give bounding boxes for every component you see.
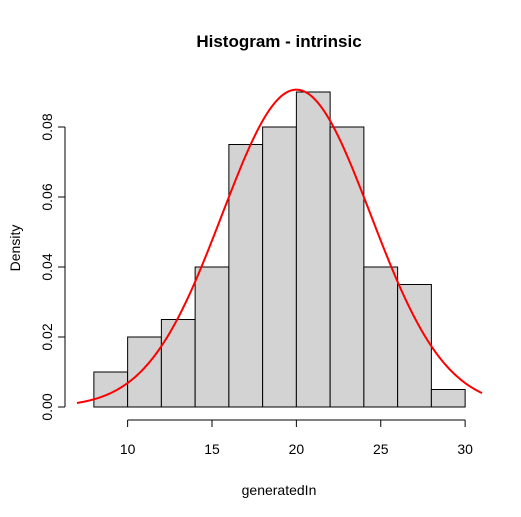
histogram-bar [228,144,264,408]
histogram-bar [262,126,297,408]
histogram-bar [397,284,432,408]
y-tick-label: 0.00 [39,393,55,420]
x-axis-label: generatedIn [242,482,317,498]
x-tick-label: 10 [120,441,136,457]
x-tick-label: 15 [204,441,220,457]
y-tick-label: 0.02 [39,323,55,350]
x-tick-label: 30 [457,441,473,457]
histogram-bar [363,266,399,408]
bars-layer [93,91,466,408]
y-tick-label: 0.04 [39,253,55,280]
histogram-bar [329,126,365,408]
x-axis: 10 15 20 25 30 [120,419,473,457]
x-tick-label: 20 [289,441,305,457]
histogram-bar [160,319,196,408]
density-curve [76,88,483,404]
y-axis-label: Density [7,225,23,272]
y-tick-label: 0.06 [39,183,55,210]
histogram-bar [295,91,331,408]
y-axis: 0.00 0.02 0.04 0.06 0.08 [39,113,66,421]
x-tick-label: 25 [373,441,389,457]
histogram-bar [93,371,129,408]
y-tick-label: 0.08 [39,113,55,140]
chart-title: Histogram - intrinsic [196,32,361,51]
histogram-bar [430,389,466,408]
histogram-bar [194,266,230,408]
histogram-bar [127,336,162,408]
